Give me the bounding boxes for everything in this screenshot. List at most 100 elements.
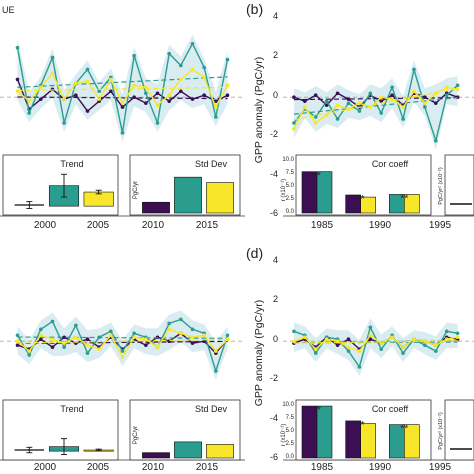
data-point (62, 341, 66, 345)
data-point (313, 93, 318, 98)
inset-partial-upper: PgC/yr² (x10⁻²) (438, 154, 474, 216)
data-point (401, 105, 405, 109)
data-point (225, 333, 230, 338)
data-point (109, 333, 113, 338)
data-point (357, 349, 362, 353)
data-point (62, 345, 66, 349)
xtick-label: 2005 (87, 220, 110, 231)
data-point (455, 335, 460, 340)
inset-title: Trend (60, 159, 83, 169)
data-point (303, 105, 307, 109)
xtick-label: 2000 (34, 220, 57, 231)
data-point (335, 117, 340, 121)
data-point (167, 93, 171, 98)
data-point (455, 83, 460, 88)
data-point (412, 89, 416, 94)
xtick-label: 1990 (369, 462, 392, 473)
trend-line (293, 87, 458, 121)
data-point (292, 339, 296, 344)
data-point (144, 91, 148, 96)
inset-tick: 2.5 (286, 441, 295, 447)
ytick-label: -2 (270, 129, 278, 139)
data-point (27, 349, 31, 353)
data-point (390, 97, 394, 101)
uncertainty-band (17, 310, 228, 380)
trend-line (17, 340, 228, 345)
inset-title: Std Dev (195, 404, 228, 414)
data-point (190, 67, 195, 72)
cor-bar (316, 171, 333, 214)
data-point (85, 109, 90, 113)
ytick-label: 2 (273, 294, 278, 304)
xtick-label: 2015 (196, 220, 219, 231)
data-point (390, 85, 394, 90)
data-point (74, 93, 78, 98)
inset-tick: 2.5 (286, 196, 295, 202)
xtick-label: 2010 (142, 220, 165, 231)
xtick-label: 2010 (142, 462, 165, 473)
inset-corcoef-upper: Cor coeff r (x10⁻¹) 10.0 7.5 5.0 2.5 0.0… (281, 154, 432, 216)
data-point (190, 41, 195, 46)
data-point (303, 335, 307, 340)
inset-trend-upper: Trend (2, 154, 119, 216)
significance-marker: ** (313, 405, 321, 416)
data-point (85, 343, 90, 347)
data-point (444, 93, 449, 98)
data-point (167, 327, 171, 332)
data-point (120, 349, 125, 353)
data-point (423, 101, 427, 105)
uncertainty-band (293, 318, 458, 376)
data-point (155, 103, 160, 107)
data-point (379, 111, 384, 115)
data-point (62, 97, 66, 101)
data-point (412, 337, 416, 342)
data-point (368, 325, 373, 330)
data-point (155, 121, 160, 125)
data-point (346, 349, 351, 353)
inset-title: Cor coeff (372, 159, 409, 169)
inset-bar (174, 441, 202, 459)
data-point (167, 51, 171, 56)
data-point (50, 345, 55, 349)
uncertainty-band (17, 34, 228, 142)
data-point (85, 79, 90, 84)
data-point (144, 343, 148, 347)
data-point (202, 65, 206, 70)
data-point (324, 103, 329, 107)
yticks-lower: 4 2 0 -2 -4 -6 (270, 255, 278, 462)
data-point (27, 99, 31, 103)
series-line (293, 69, 459, 144)
data-point (167, 99, 171, 103)
xtick-label: 1985 (311, 462, 334, 473)
data-point (15, 343, 20, 347)
data-point (39, 97, 43, 101)
data-point (62, 121, 66, 125)
inset-bar (142, 452, 170, 459)
xtick-label: 2005 (87, 462, 110, 473)
inset-tick: 7.5 (286, 415, 295, 421)
data-point (313, 121, 318, 125)
data-point (225, 93, 230, 98)
data-point (15, 77, 20, 82)
data-point (39, 337, 43, 342)
timeseries-panel-a (0, 34, 245, 217)
data-point (379, 95, 384, 99)
data-point (346, 107, 351, 111)
data-point (401, 345, 405, 349)
cor-bar (360, 196, 376, 214)
data-point (120, 101, 125, 105)
data-point (368, 105, 373, 109)
trend-line (17, 336, 228, 339)
data-point (292, 95, 296, 99)
data-point (335, 103, 340, 107)
data-point (335, 343, 340, 347)
data-point (179, 331, 183, 336)
data-point (390, 335, 394, 340)
data-point (423, 105, 427, 109)
data-point (120, 355, 125, 359)
significance-marker: ** (400, 193, 408, 204)
data-point (167, 321, 171, 326)
data-point (39, 327, 43, 332)
data-point (39, 85, 43, 90)
data-point (27, 353, 31, 357)
